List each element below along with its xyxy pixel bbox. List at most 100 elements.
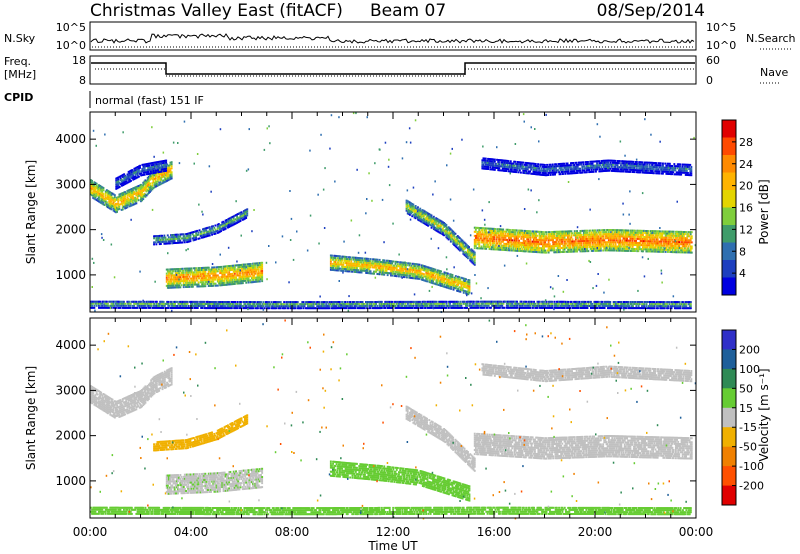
power-cell [524, 163, 527, 166]
power-cell [230, 216, 233, 219]
power-cell [158, 234, 161, 237]
power-cell [341, 267, 344, 270]
power-cell [118, 181, 121, 184]
power-cell [484, 161, 487, 164]
power-cell [188, 267, 191, 270]
power-cell [161, 162, 164, 165]
power-cell [576, 232, 578, 235]
power-cell [528, 240, 531, 243]
power-cell [400, 273, 403, 276]
power-cell [383, 259, 386, 262]
power-cell [484, 237, 486, 240]
power-cell [131, 175, 134, 178]
power-cell [247, 275, 250, 278]
power-cell [210, 276, 212, 279]
power-cell [253, 264, 256, 267]
power-cell [331, 264, 333, 267]
power-cell [455, 240, 458, 243]
power-cell [434, 276, 437, 279]
power-cell [622, 247, 625, 250]
power-cell [251, 273, 253, 275]
power-cell [143, 188, 146, 191]
power-cell [144, 179, 147, 182]
power-cell [436, 273, 439, 276]
power-cell [394, 275, 397, 277]
power-cell [565, 242, 568, 245]
power-cell [244, 265, 247, 268]
power-cell [165, 242, 168, 245]
power-cell [150, 162, 153, 165]
power-cell [118, 203, 121, 206]
power-cell [581, 240, 584, 243]
power-cell [520, 171, 522, 174]
power-cell [159, 173, 162, 176]
power-cell [501, 165, 504, 168]
power-cell [162, 173, 165, 176]
power-cell [531, 248, 534, 251]
power-cell [533, 171, 536, 173]
power-cell [499, 159, 502, 162]
power-cell [207, 276, 210, 279]
power-cell [161, 168, 164, 171]
power-cell [134, 200, 137, 203]
power-cell [211, 227, 213, 230]
power-cell [446, 286, 449, 289]
power-cell [496, 236, 499, 239]
power-cell [169, 178, 172, 180]
power-cell [157, 167, 160, 170]
power-cell [556, 251, 559, 254]
power-cell [456, 243, 459, 246]
power-cell [113, 206, 116, 209]
power-cell [499, 165, 502, 168]
power-cell [124, 205, 126, 208]
power-cell [568, 238, 570, 241]
power-cell [382, 269, 384, 272]
power-cell [655, 250, 658, 253]
power-cell [186, 275, 189, 278]
power-cell [668, 238, 670, 241]
power-cell [199, 235, 202, 237]
power-cell [561, 242, 564, 245]
power-cell [246, 212, 249, 215]
power-cell [670, 251, 673, 253]
power-cell [163, 234, 166, 237]
power-cell [335, 269, 338, 272]
power-cell [595, 239, 598, 242]
power-cell [401, 263, 404, 266]
power-cell [478, 245, 481, 248]
power-cell [626, 245, 628, 248]
power-cell [223, 222, 226, 225]
power-cell [506, 239, 509, 241]
power-cell [467, 245, 469, 247]
power-cell [529, 166, 531, 169]
power-cell [427, 218, 430, 221]
power-cell [638, 229, 641, 232]
power-cell [489, 237, 492, 240]
power-cell [247, 265, 250, 268]
power-cell [409, 272, 412, 275]
power-cell [222, 282, 225, 284]
power-cell [546, 245, 549, 248]
power-cell [435, 273, 438, 276]
power-cell [557, 240, 560, 243]
power-cell [198, 237, 201, 240]
power-cell [390, 262, 392, 265]
power-cell [92, 184, 95, 187]
power-cell [626, 235, 628, 238]
power-cell [594, 247, 597, 250]
power-cell [361, 263, 364, 266]
power-cell [189, 277, 192, 280]
power-cell [206, 274, 209, 277]
power-cell [593, 245, 595, 248]
power-cell [514, 166, 517, 169]
power-cell [209, 227, 212, 230]
power-cell [256, 276, 259, 279]
power-cell [530, 242, 533, 245]
power-cell [644, 248, 647, 251]
power-cell [249, 269, 252, 272]
power-cell [334, 254, 337, 257]
power-cell [202, 269, 204, 271]
power-cell [556, 249, 559, 252]
power-cell [593, 231, 595, 234]
power-cell [560, 232, 563, 235]
